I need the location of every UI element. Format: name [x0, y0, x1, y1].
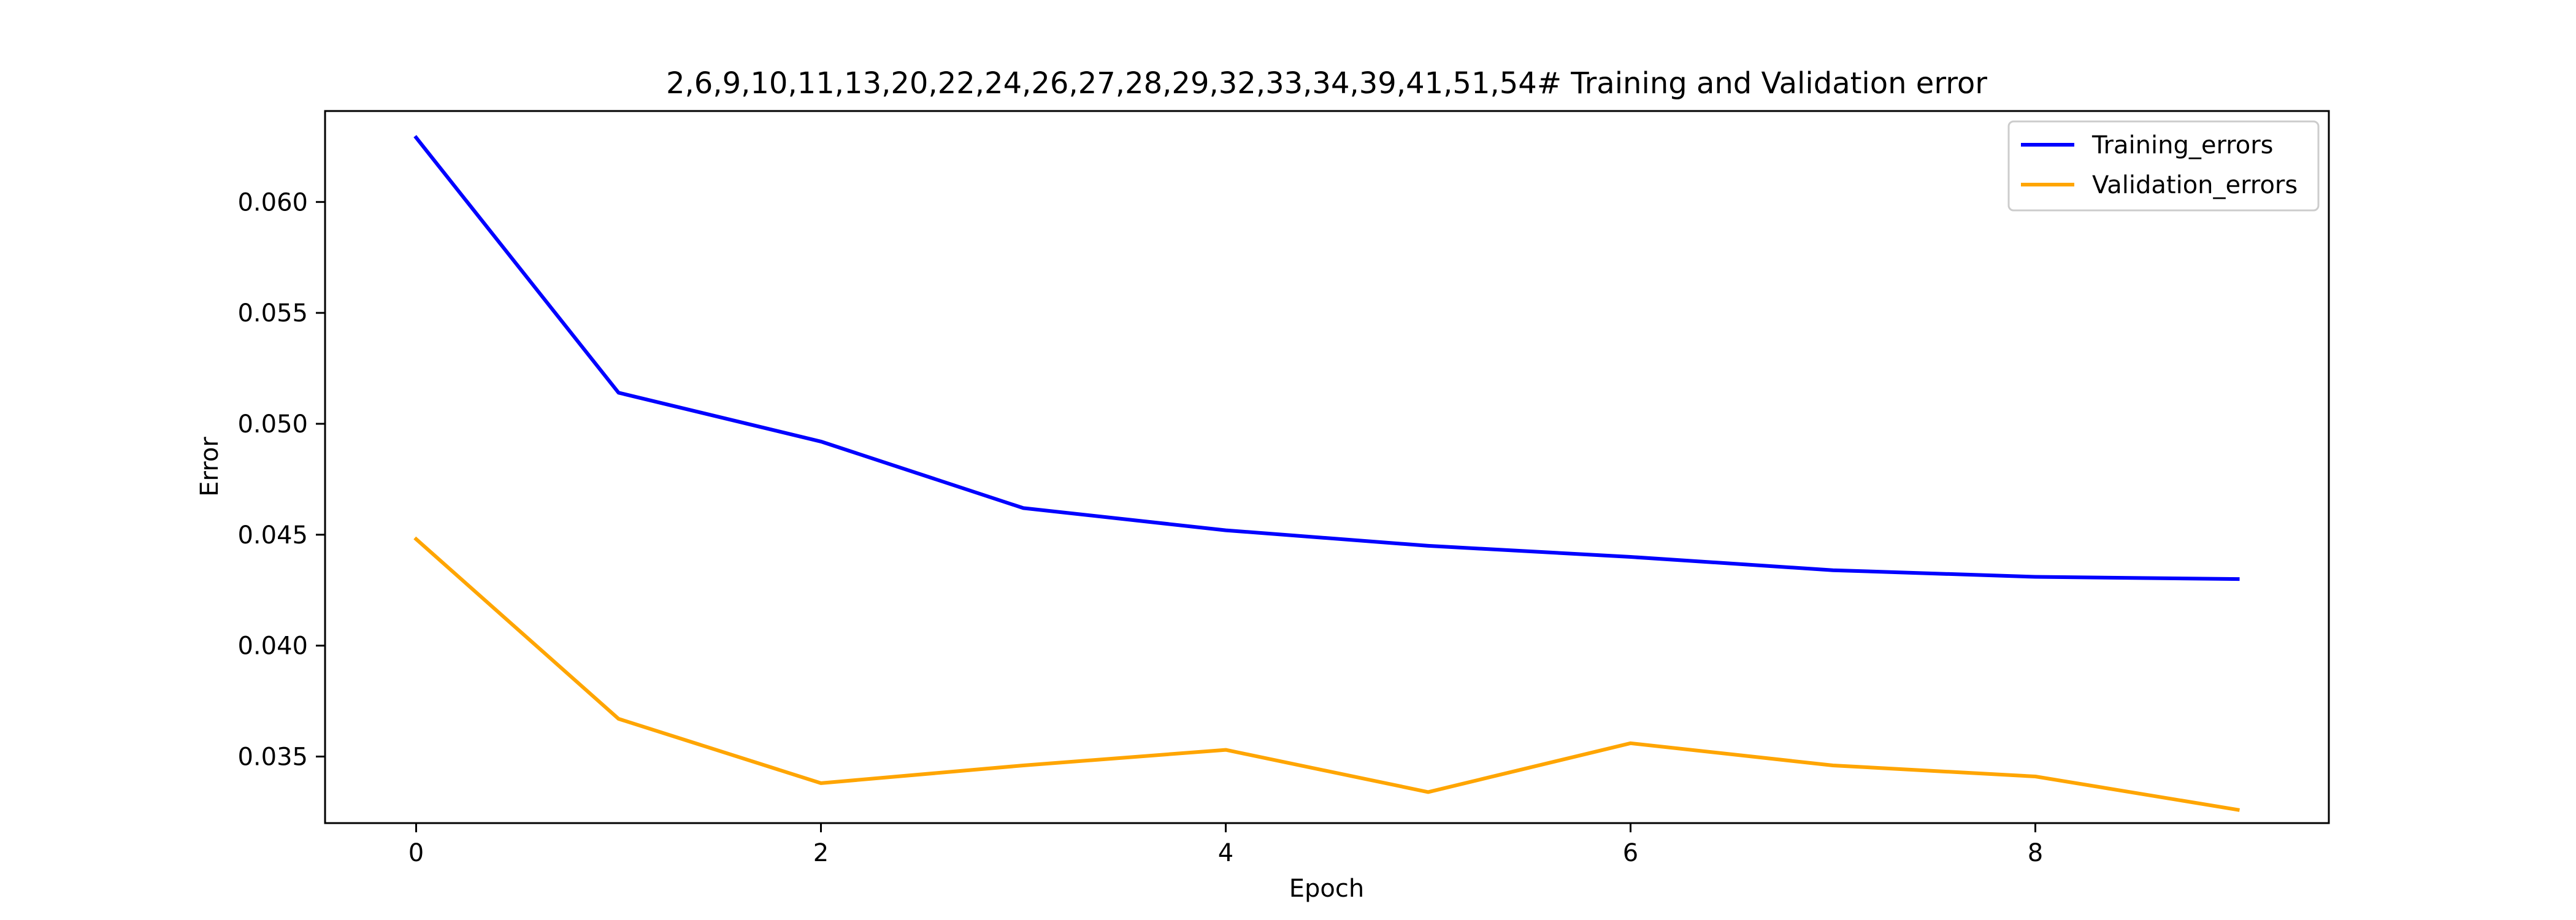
x-tick-label: 2 — [813, 839, 829, 867]
x-tick-label: 4 — [1218, 839, 1233, 867]
chart-title: 2,6,9,10,11,13,20,22,24,26,27,28,29,32,3… — [666, 66, 1987, 101]
y-axis-label: Error — [196, 437, 224, 497]
y-tick-label: 0.045 — [237, 521, 308, 550]
y-tick-label: 0.060 — [237, 188, 308, 217]
legend-frame — [2007, 120, 2320, 212]
x-tick-label: 6 — [1623, 839, 1638, 867]
x-tick-label: 0 — [408, 839, 424, 867]
x-axis-label: Epoch — [1289, 875, 1364, 903]
legend-label-validation: Validation_errors — [2092, 171, 2298, 199]
series-lines — [413, 135, 2240, 812]
axes-frame — [324, 110, 2330, 824]
legend: Training_errors Validation_errors — [2007, 120, 2320, 212]
x-tick-label: 8 — [2028, 839, 2043, 867]
training-errors-line — [413, 135, 2240, 581]
axis-ticks: 0 2 4 6 8 0.035 0.040 0.045 0.050 0.055 0.060 — [237, 188, 2043, 867]
y-tick-label: 0.055 — [237, 299, 308, 328]
validation-errors-line — [413, 536, 2240, 812]
legend-label-training: Training_errors — [2091, 131, 2274, 159]
y-tick-label: 0.050 — [237, 410, 308, 439]
y-tick-label: 0.035 — [237, 743, 308, 771]
y-tick-label: 0.040 — [237, 632, 308, 661]
